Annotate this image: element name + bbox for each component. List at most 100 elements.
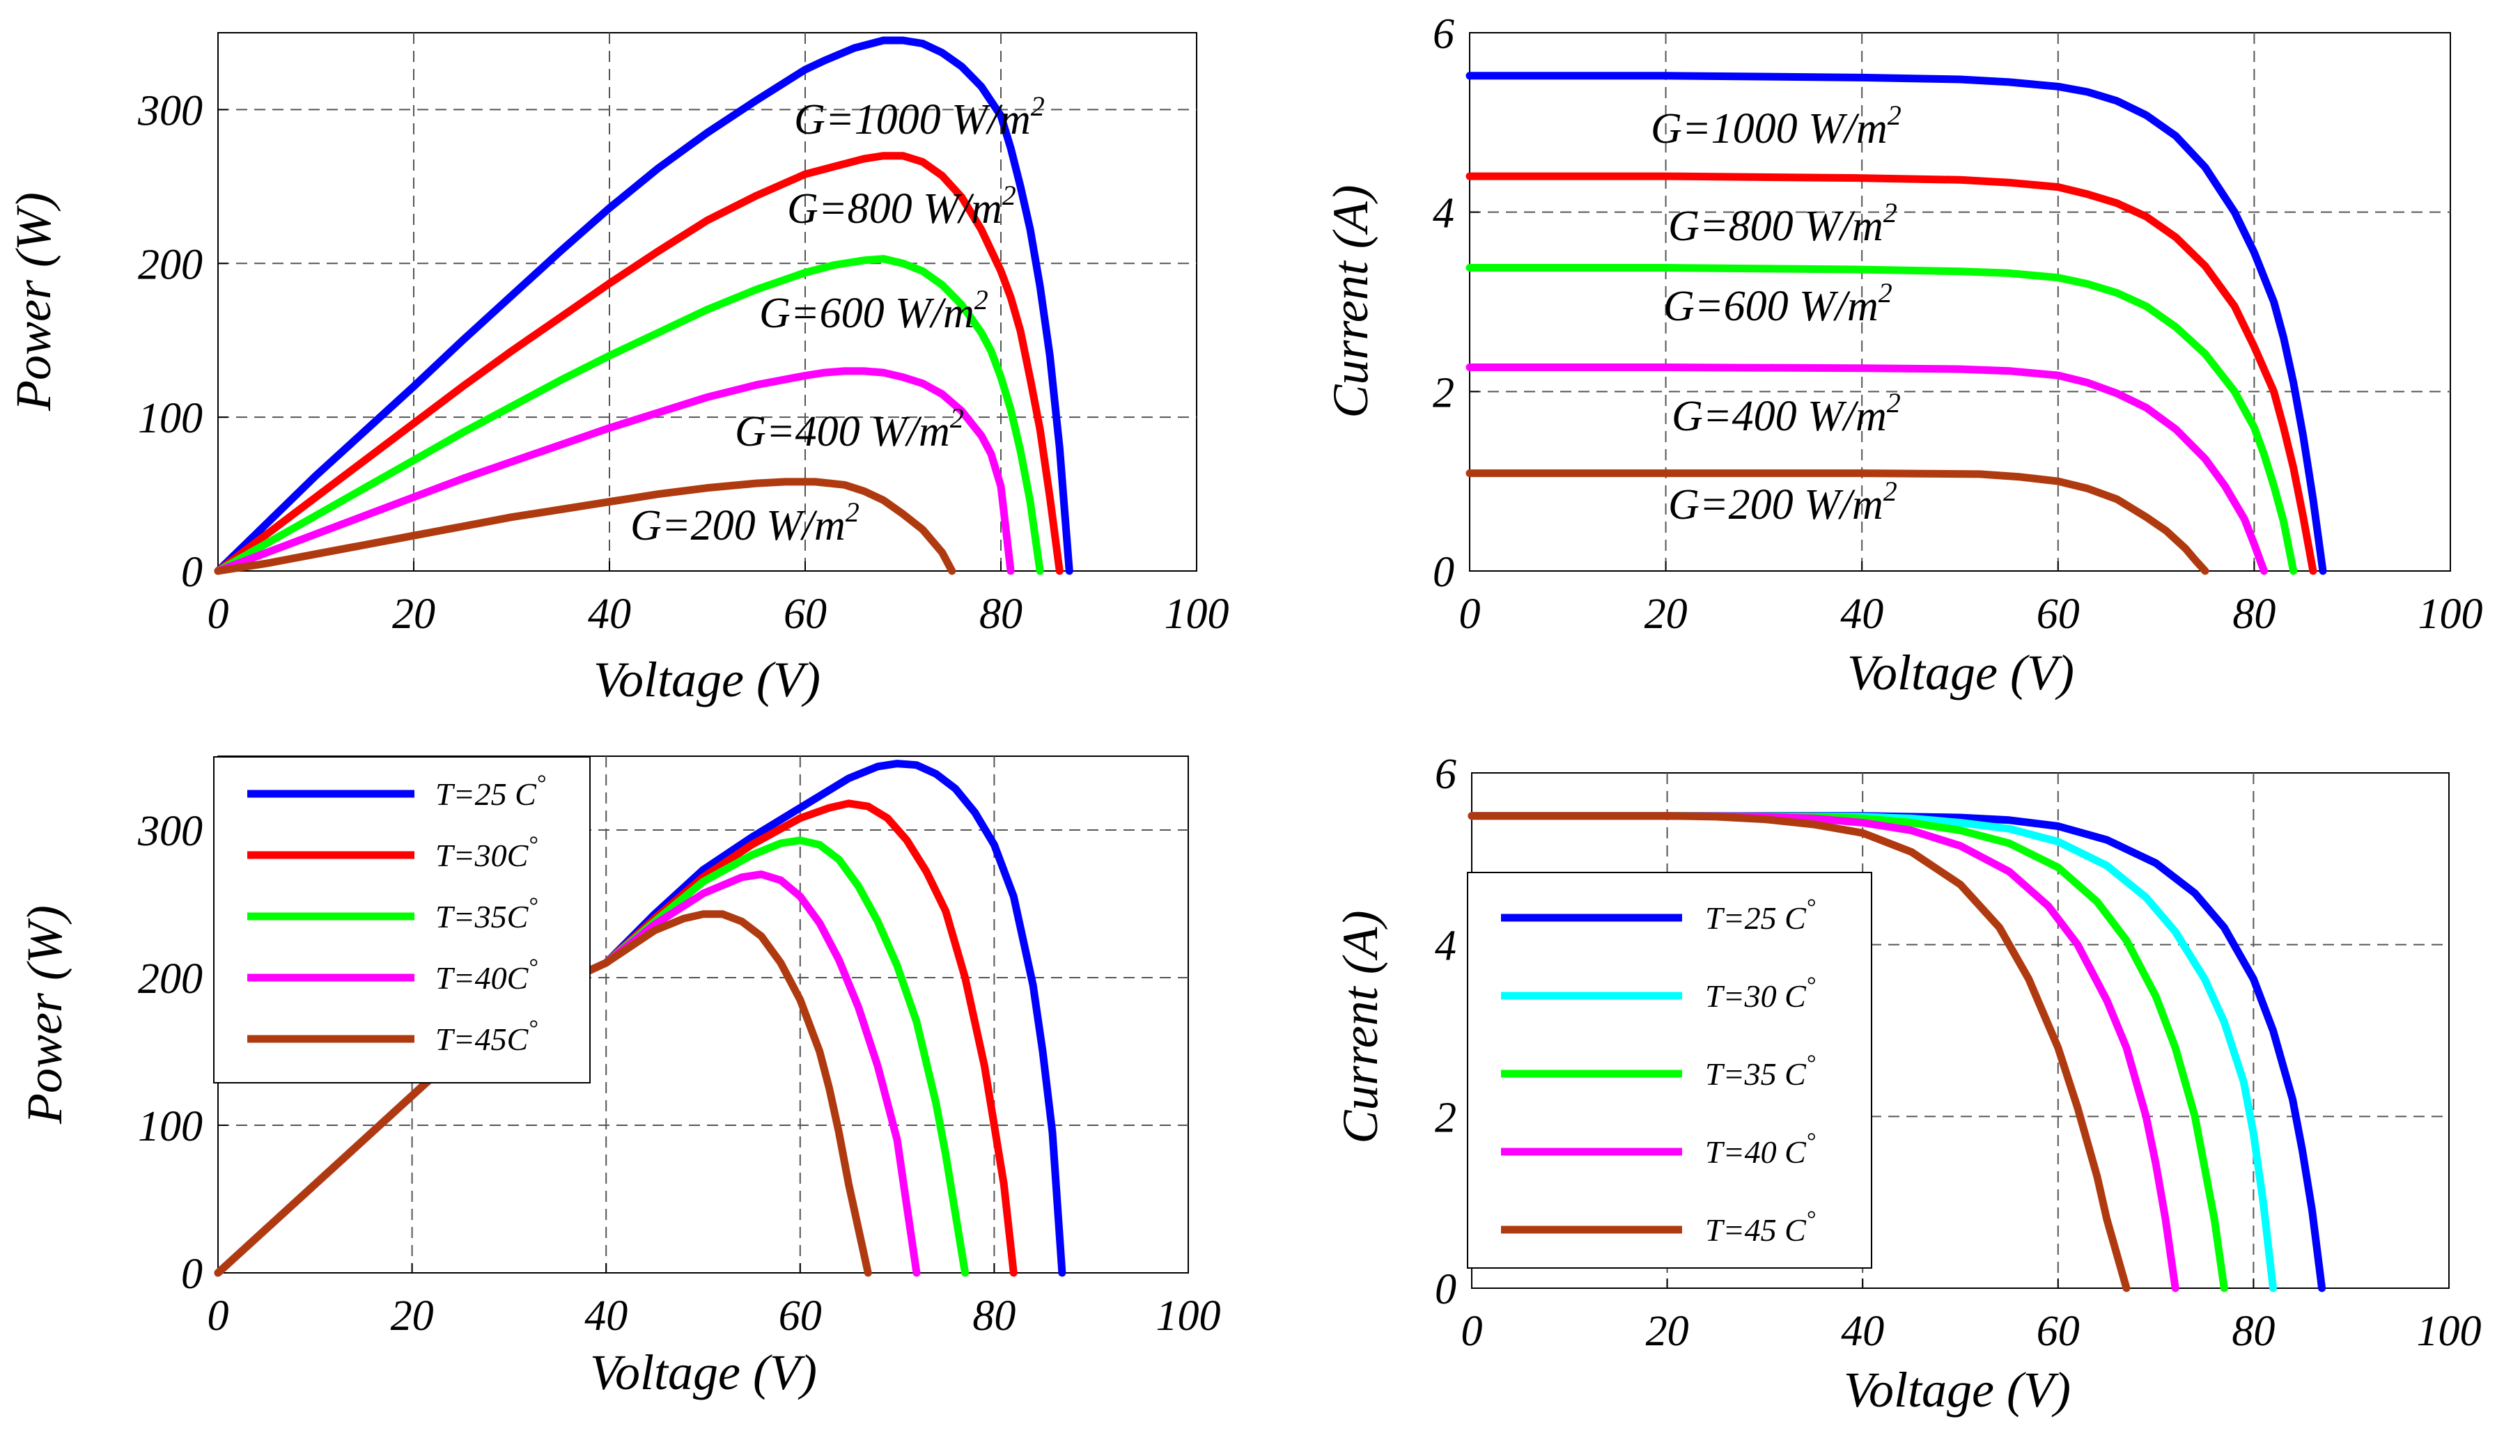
series-line [1465, 172, 2317, 575]
legend-entry-sup: ° [528, 1016, 538, 1042]
x-tick-label: 40 [1841, 1308, 1884, 1355]
curve-label-sup: 2 [1031, 91, 1045, 122]
curve-label: G=600 W/m2 [1663, 277, 1892, 330]
y-tick-label: 2 [1433, 369, 1454, 416]
curve-label: G=800 W/m2 [1668, 197, 1897, 250]
x-tick-label: 0 [1461, 1308, 1483, 1355]
series-line [214, 478, 956, 575]
curve-label: G=400 W/m2 [1672, 387, 1901, 440]
legend-entry-sup: ° [1806, 895, 1816, 921]
curve-label-sup: 2 [1002, 180, 1016, 211]
curve-label-sup: 2 [1883, 476, 1897, 507]
legend-entry-label: T=40 C° [1705, 1129, 1816, 1170]
x-tick-label: 60 [779, 1292, 822, 1340]
y-axis-label: Current (A) [1323, 185, 1378, 418]
x-tick-label: 60 [2037, 1308, 2080, 1355]
curve-label-sup: 2 [974, 284, 988, 315]
curve-label: G=200 W/m2 [1668, 476, 1897, 529]
curve-label-sup: 2 [1879, 277, 1892, 308]
series-line [214, 152, 1064, 575]
series-line [214, 367, 1015, 575]
legend-entry-sup: ° [1806, 1051, 1816, 1077]
series-line [1468, 812, 2179, 1292]
curve-label-sup: 2 [846, 496, 860, 528]
x-tick-label: 20 [1644, 590, 1688, 638]
y-tick-label: 4 [1433, 190, 1454, 237]
series-line [1465, 72, 2327, 575]
x-tick-label: 20 [1646, 1308, 1689, 1355]
power-temperature-chart: 0 20 40 60 80 100 0 100 200 300 Voltage (V) Power (… [17, 756, 1221, 1400]
y-tick-label: 300 [137, 808, 203, 855]
x-tick-label: 100 [2417, 1308, 2482, 1355]
legend-entry-label: T=25 C° [435, 771, 546, 812]
x-tick-label: 20 [392, 590, 435, 638]
legend-entry-label: T=45C° [435, 1016, 538, 1057]
x-tick-label: 80 [979, 590, 1022, 638]
legend-entry-sup: ° [536, 771, 546, 797]
current-temperature-chart: 0 20 40 60 80 100 0 2 4 6 Voltage (V) Current (A) T=… [1332, 751, 2482, 1418]
current-irradiance-chart: 0 20 40 60 80 100 0 2 4 6 Voltage (V) Current (A) G=… [1323, 10, 2483, 700]
legend-entry-sup: ° [1806, 1207, 1816, 1232]
series-line [1465, 469, 2209, 575]
series-line [1465, 363, 2268, 575]
legend-entry-sup: ° [1806, 1129, 1816, 1154]
x-tick-label: 60 [2037, 590, 2080, 638]
y-tick-label: 2 [1435, 1094, 1456, 1141]
y-tick-label: 6 [1433, 10, 1454, 58]
series-line [1468, 812, 2131, 1292]
y-tick-label: 0 [1433, 549, 1454, 596]
legend-entry-label: T=30 C° [1705, 973, 1816, 1014]
legend-entry-label: T=30C° [435, 832, 538, 873]
curve-label: G=1000 W/m2 [1651, 100, 1901, 152]
series-line [214, 255, 1044, 575]
legend-entry-sup: ° [528, 955, 538, 980]
x-tick-label: 0 [208, 590, 229, 638]
curve-label: G=400 W/m2 [735, 402, 964, 455]
curve-label-sup: 2 [950, 402, 964, 434]
x-tick-label: 40 [584, 1292, 628, 1340]
legend-entry-label: T=25 C° [1705, 895, 1816, 936]
series-line [214, 36, 1073, 575]
x-tick-label: 0 [1459, 590, 1481, 638]
x-axis-label: Voltage (V) [1847, 645, 2074, 700]
y-tick-label: 4 [1435, 923, 1456, 970]
x-tick-label: 60 [784, 590, 827, 638]
legend: T=25 C° T=30 C° T=35 C° T=40 C° T=45 C° [1467, 872, 1872, 1269]
legend-entry-sup: ° [1806, 973, 1816, 999]
x-axis-label: Voltage (V) [590, 1345, 817, 1400]
legend-entry-label: T=40C° [435, 955, 538, 996]
y-tick-label: 300 [137, 87, 203, 134]
y-tick-label: 0 [1435, 1266, 1456, 1313]
curve-label: G=1000 W/m2 [794, 91, 1045, 143]
legend-entry-label: T=35 C° [1705, 1051, 1816, 1092]
curve-label-sup: 2 [1883, 197, 1897, 228]
legend: T=25 C° T=30C° T=35C° T=40C° T=45C° [213, 756, 591, 1083]
y-axis-label: Current (A) [1332, 910, 1388, 1143]
curve-label: G=800 W/m2 [787, 180, 1016, 233]
legend-entry-label: T=45 C° [1705, 1207, 1816, 1248]
y-axis-label: Power (W) [6, 192, 61, 412]
y-axis-label: Power (W) [17, 905, 72, 1125]
power-irradiance-chart: 0 20 40 60 80 100 0 100 200 300 Voltage (V) Power (… [6, 32, 1229, 707]
x-tick-label: 100 [1156, 1292, 1221, 1340]
x-tick-label: 0 [208, 1292, 229, 1340]
curve-label-sup: 2 [1888, 100, 1901, 131]
x-tick-label: 40 [1840, 590, 1883, 638]
curve-label: G=600 W/m2 [759, 284, 988, 337]
y-tick-label: 0 [181, 1251, 203, 1298]
x-tick-label: 100 [1165, 590, 1229, 638]
current-irradiance-plot-area [1469, 32, 2451, 572]
x-axis-label: Voltage (V) [593, 652, 820, 707]
y-tick-label: 0 [181, 549, 203, 596]
y-tick-label: 100 [138, 1103, 203, 1150]
series-line [1465, 264, 2298, 575]
x-tick-label: 40 [588, 590, 631, 638]
x-tick-label: 20 [391, 1292, 434, 1340]
curve-label: G=200 W/m2 [630, 496, 860, 549]
x-tick-label: 80 [2232, 1308, 2275, 1355]
y-tick-label: 6 [1435, 751, 1456, 798]
x-tick-label: 80 [972, 1292, 1016, 1340]
curve-label-sup: 2 [1887, 387, 1901, 418]
x-tick-label: 100 [2418, 590, 2483, 638]
